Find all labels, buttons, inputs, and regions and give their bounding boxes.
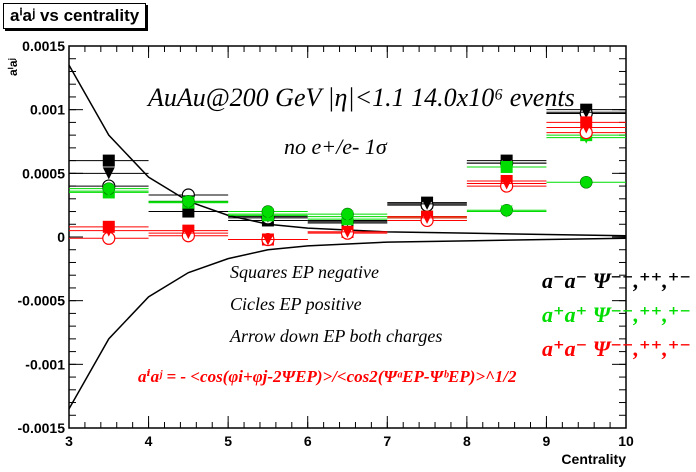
header-annotation: AuAu@200 GeV |η|<1.1 14.0x10⁶ events [146,83,575,112]
legend-circles: Cicles EP positive [230,294,362,314]
legend-arrows: Arrow down EP both charges [229,326,442,346]
x-tick-label: 3 [65,433,73,449]
square-marker [102,154,115,167]
label-pm: a⁺a⁻ Ψ⁻⁻,⁺⁺,⁺⁻ [542,336,691,361]
y-tick-label: 0.001 [30,102,65,118]
y-tick-label: 0.0015 [22,38,65,54]
x-tick-label: 7 [383,433,391,449]
y-tick-label: -0.0015 [18,420,66,436]
x-tick-label: 10 [618,433,634,449]
triangle-down-marker [421,211,434,224]
legend-squares: Squares EP negative [230,262,379,282]
triangle-down-marker [102,167,115,180]
triangle-down-marker [341,210,354,223]
triangle-down-marker [500,177,513,190]
triangle-down-marker [182,196,195,209]
x-tick-label: 4 [145,433,153,449]
cut-annotation: no e+/e- 1σ [284,134,388,159]
x-tick-label: 9 [543,433,551,449]
y-tick-label: -0.001 [25,356,65,372]
label-pp: a⁺a⁺ Ψ⁻⁻,⁺⁺,⁺⁻ [542,302,691,327]
triangle-down-marker [182,227,195,240]
triangle-down-marker [261,208,274,221]
triangle-down-marker [102,185,115,198]
circle-marker [579,175,593,189]
x-axis-label: Centrality [561,451,626,467]
triangle-down-marker [500,205,513,218]
envelope-curve [68,237,627,410]
y-axis-label: aⁱaʲ [6,58,20,76]
square-marker [500,160,513,173]
chart-title: aⁱaʲ vs centrality [3,3,147,29]
y-tick-label: 0.0005 [22,165,65,181]
y-tick-label: -0.0005 [18,293,66,309]
triangle-down-marker [421,197,434,210]
triangle-down-marker [261,233,274,246]
x-tick-label: 6 [304,433,312,449]
x-tick-label: 5 [224,433,232,449]
x-tick-label: 8 [463,433,471,449]
label-mm: a⁻a⁻ Ψ⁻⁻,⁺⁺,⁺⁻ [542,268,691,293]
triangle-down-marker [102,224,115,237]
triangle-down-marker [341,225,354,238]
y-tick-label: 0 [57,229,65,245]
triangle-down-marker [580,106,593,119]
formula-annotation: aⁱaʲ = - <cos(φi+φj-2ΨEP)>/<cos2(ΨᵃEP-Ψᵇ… [138,367,517,386]
triangle-down-marker [580,121,593,134]
